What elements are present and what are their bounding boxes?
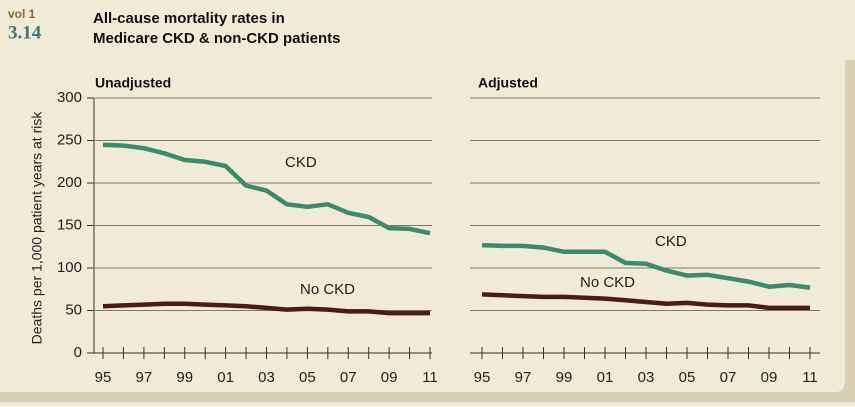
x-tick-label: 95 <box>95 369 112 386</box>
x-tick-label: 03 <box>638 369 655 386</box>
x-tick-label: 07 <box>340 369 357 386</box>
series-line <box>481 292 810 311</box>
x-tick-label: 09 <box>761 369 778 386</box>
y-tick-label: 100 <box>57 259 82 276</box>
y-tick-label: 0 <box>74 344 82 361</box>
y-tick-label: 200 <box>57 174 82 191</box>
series-label: No CKD <box>580 274 635 291</box>
x-tick-label: 07 <box>720 369 737 386</box>
x-tick-label: 99 <box>176 369 193 386</box>
y-axis-label: Deaths per 1,000 patient years at risk <box>29 111 45 345</box>
title-line: Medicare CKD & non-CKD patients <box>93 30 341 47</box>
y-tick-label: 250 <box>57 131 82 148</box>
x-tick-label: 99 <box>556 369 573 386</box>
x-tick-label: 11 <box>802 369 818 386</box>
y-tick-label: 50 <box>65 301 82 318</box>
x-tick-label: 05 <box>679 369 696 386</box>
x-tick-label: 03 <box>258 369 275 386</box>
series-line <box>102 142 431 236</box>
title-line: All-cause mortality rates in <box>93 10 285 27</box>
series-label: CKD <box>285 154 317 171</box>
x-tick-label: 95 <box>474 369 491 386</box>
x-tick-label: 05 <box>299 369 316 386</box>
series-line <box>102 301 430 316</box>
x-tick-label: 11 <box>422 369 438 386</box>
x-tick-label: 01 <box>217 369 234 386</box>
series-label: CKD <box>655 233 687 250</box>
volume: vol 1 <box>8 7 36 21</box>
y-tick-label: 150 <box>57 216 82 233</box>
x-tick-label: 01 <box>597 369 614 386</box>
y-tick-label: 300 <box>57 89 82 106</box>
series-label: No CKD <box>300 281 355 298</box>
panel-title: Adjusted <box>478 75 538 91</box>
x-tick-label: 97 <box>515 369 532 386</box>
figure-number: 3.14 <box>8 22 42 43</box>
series-line <box>481 242 811 290</box>
panel-title: Unadjusted <box>95 75 171 91</box>
x-tick-label: 09 <box>381 369 398 386</box>
x-tick-label: 97 <box>136 369 153 386</box>
